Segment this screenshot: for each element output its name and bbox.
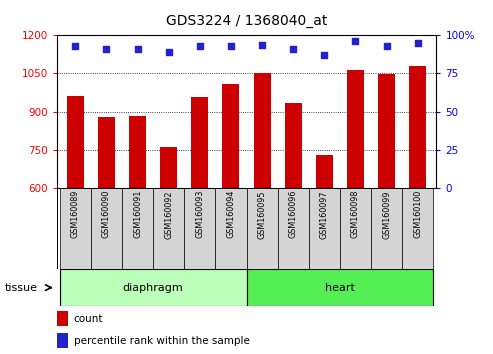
Point bbox=[383, 43, 390, 49]
Text: GSM160091: GSM160091 bbox=[133, 190, 142, 239]
Text: GSM160097: GSM160097 bbox=[320, 190, 329, 239]
Bar bbox=[57, 333, 68, 348]
Bar bbox=[129, 116, 146, 188]
Text: tissue: tissue bbox=[5, 282, 38, 293]
Bar bbox=[222, 84, 240, 188]
Text: GDS3224 / 1368040_at: GDS3224 / 1368040_at bbox=[166, 14, 327, 28]
Bar bbox=[91, 188, 122, 269]
Bar bbox=[60, 269, 246, 306]
Bar bbox=[122, 188, 153, 269]
Bar bbox=[57, 311, 68, 326]
Bar bbox=[184, 188, 215, 269]
Point bbox=[71, 43, 79, 49]
Bar bbox=[378, 74, 395, 188]
Text: GSM160096: GSM160096 bbox=[289, 190, 298, 239]
Bar bbox=[284, 103, 302, 188]
Bar bbox=[60, 188, 91, 269]
Bar bbox=[246, 269, 433, 306]
Bar bbox=[371, 188, 402, 269]
Text: GSM160092: GSM160092 bbox=[164, 190, 173, 239]
Text: GSM160090: GSM160090 bbox=[102, 190, 111, 239]
Bar bbox=[316, 155, 333, 188]
Text: GSM160098: GSM160098 bbox=[351, 190, 360, 239]
Point bbox=[227, 43, 235, 49]
Point bbox=[320, 52, 328, 58]
Text: diaphragm: diaphragm bbox=[123, 282, 183, 293]
Point bbox=[258, 42, 266, 47]
Bar bbox=[347, 70, 364, 188]
Text: count: count bbox=[74, 314, 103, 324]
Bar bbox=[409, 66, 426, 188]
Bar bbox=[191, 97, 209, 188]
Point bbox=[289, 46, 297, 52]
Bar bbox=[309, 188, 340, 269]
Bar bbox=[402, 188, 433, 269]
Bar bbox=[246, 188, 278, 269]
Bar bbox=[153, 188, 184, 269]
Point bbox=[103, 46, 110, 52]
Bar bbox=[278, 188, 309, 269]
Point bbox=[196, 43, 204, 49]
Text: GSM160100: GSM160100 bbox=[413, 190, 422, 238]
Text: percentile rank within the sample: percentile rank within the sample bbox=[74, 336, 249, 346]
Text: GSM160099: GSM160099 bbox=[382, 190, 391, 239]
Bar bbox=[67, 96, 84, 188]
Point bbox=[414, 40, 422, 46]
Bar bbox=[98, 116, 115, 188]
Text: GSM160089: GSM160089 bbox=[71, 190, 80, 239]
Text: GSM160093: GSM160093 bbox=[195, 190, 204, 239]
Text: GSM160094: GSM160094 bbox=[226, 190, 236, 239]
Bar bbox=[340, 188, 371, 269]
Point bbox=[134, 46, 141, 52]
Bar bbox=[215, 188, 246, 269]
Bar bbox=[160, 147, 177, 188]
Point bbox=[352, 39, 359, 44]
Bar bbox=[253, 73, 271, 188]
Point bbox=[165, 49, 173, 55]
Text: GSM160095: GSM160095 bbox=[257, 190, 267, 239]
Text: heart: heart bbox=[325, 282, 355, 293]
